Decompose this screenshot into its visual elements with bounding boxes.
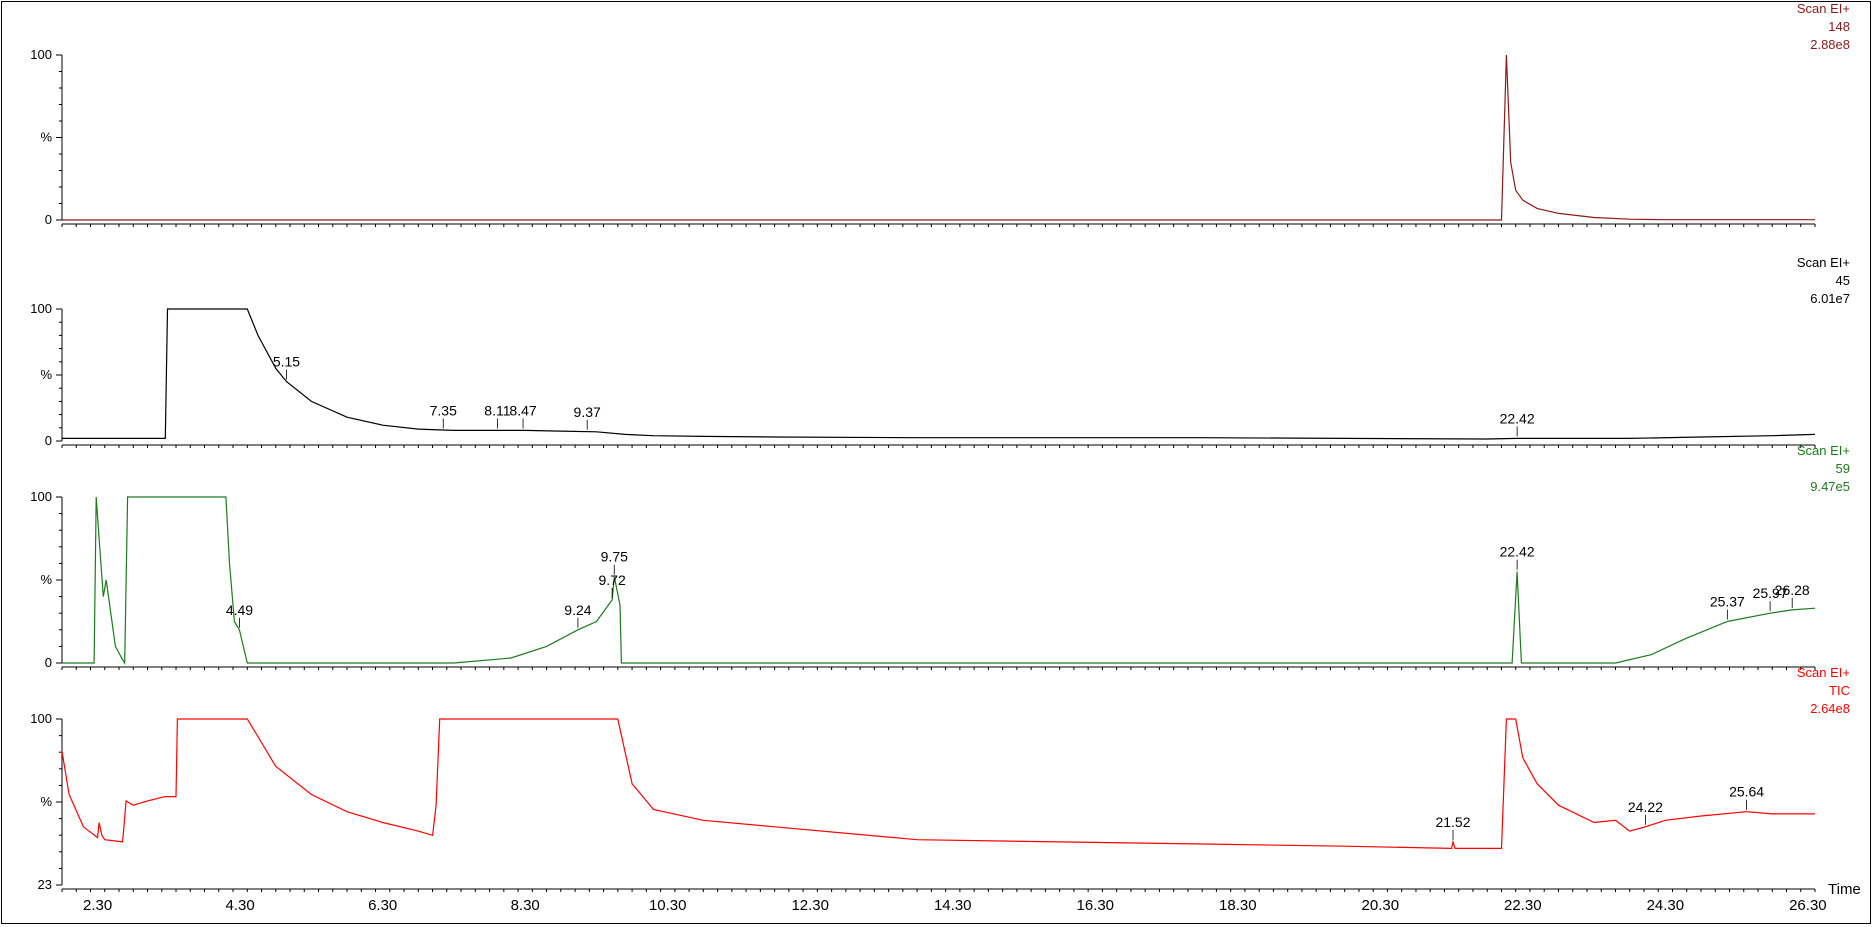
peak-label: 9.24 [564, 602, 591, 618]
peak-label: 25.37 [1710, 594, 1745, 610]
panel-1: 100% 0 Scan EI+ 148 2.88e8 [30, 1, 1850, 227]
peak-label: 25.64 [1729, 784, 1764, 800]
y-tick-label: % [40, 794, 52, 809]
trace-header-line: Scan EI+ [1797, 1, 1850, 16]
x-tick-label: 18.30 [1219, 897, 1257, 914]
trace-header-line: 59 [1836, 461, 1850, 476]
x-tick-label: 20.30 [1362, 897, 1400, 914]
peak-label: 8.47 [509, 402, 536, 418]
peak-label: 8.11 [484, 402, 510, 418]
peak-label: 26.28 [1775, 582, 1810, 598]
y-tick-label: % [40, 130, 52, 145]
peak-label: 4.49 [226, 602, 253, 618]
y-tick-label: 100 [30, 301, 52, 316]
peak-label: 5.15 [273, 354, 300, 370]
panel-2: 100% 0 5.15 7.35 8.118.47 9.37 22.42 Scan EI+ 45… [30, 255, 1850, 448]
x-tick-label: 14.30 [934, 897, 972, 914]
peak-label: 21.52 [1435, 814, 1470, 830]
x-tick-label: 4.30 [226, 897, 255, 914]
trace-header-line: 2.88e8 [1810, 37, 1850, 52]
trace-line [62, 308, 1816, 440]
y-tick-label: 100 [30, 489, 52, 504]
peak-label: 25.97 [1753, 585, 1788, 601]
peak-label: 9.72 [599, 572, 626, 588]
trace-header-line: TIC [1829, 683, 1850, 698]
y-tick-label: 100 [30, 711, 52, 726]
x-tick-label: 24.30 [1647, 897, 1685, 914]
y-tick-label: % [40, 572, 52, 587]
x-tick-label: 10.30 [649, 897, 687, 914]
trace-header-line: 9.47e5 [1810, 479, 1850, 494]
trace-header-line: Scan EI+ [1797, 255, 1850, 270]
x-tick-label: 2.30 [83, 897, 112, 914]
x-tick-label: 6.30 [368, 897, 397, 914]
y-tick-label: 0 [45, 433, 52, 448]
y-tick-label: % [40, 367, 52, 382]
trace-header-line: 148 [1828, 19, 1850, 34]
trace-line [61, 718, 1815, 850]
x-tick-label: 22.30 [1504, 897, 1542, 914]
trace-header-line: 6.01e7 [1810, 291, 1850, 306]
trace-header-line: 2.64e8 [1810, 701, 1850, 716]
y-tick-label: 0 [45, 655, 52, 670]
peak-label: 22.42 [1500, 410, 1535, 426]
peak-label: 7.35 [430, 402, 457, 418]
x-tick-label: 26.30 [1789, 897, 1827, 914]
x-tick-label: 16.30 [1076, 897, 1114, 914]
peak-label: 9.37 [574, 404, 601, 420]
peak-label: 22.42 [1500, 544, 1535, 560]
x-axis-label: Time [1828, 881, 1861, 898]
trace-header-line: 45 [1836, 273, 1850, 288]
x-tick-label: 12.30 [791, 897, 829, 914]
panel-3: 100% 0 4.49 9.24 9.72 9.75 22.42 25.37 25.9726.2… [30, 443, 1850, 670]
trace-line [62, 54, 1815, 221]
y-tick-label: 0 [45, 212, 52, 227]
trace-header-line: Scan EI+ [1797, 665, 1850, 680]
y-tick-label: 100 [30, 47, 52, 62]
y-tick-label: 23 [38, 877, 52, 892]
trace-header-line: Scan EI+ [1797, 443, 1850, 458]
peak-label: 9.75 [601, 549, 628, 565]
peak-label: 24.22 [1628, 799, 1663, 815]
trace-line [62, 496, 1816, 666]
x-tick-label: 8.30 [511, 897, 540, 914]
panel-4: 100% 23 21.52 24.22 25.64 Scan EI+ TIC 2.64e8 [30, 665, 1850, 892]
